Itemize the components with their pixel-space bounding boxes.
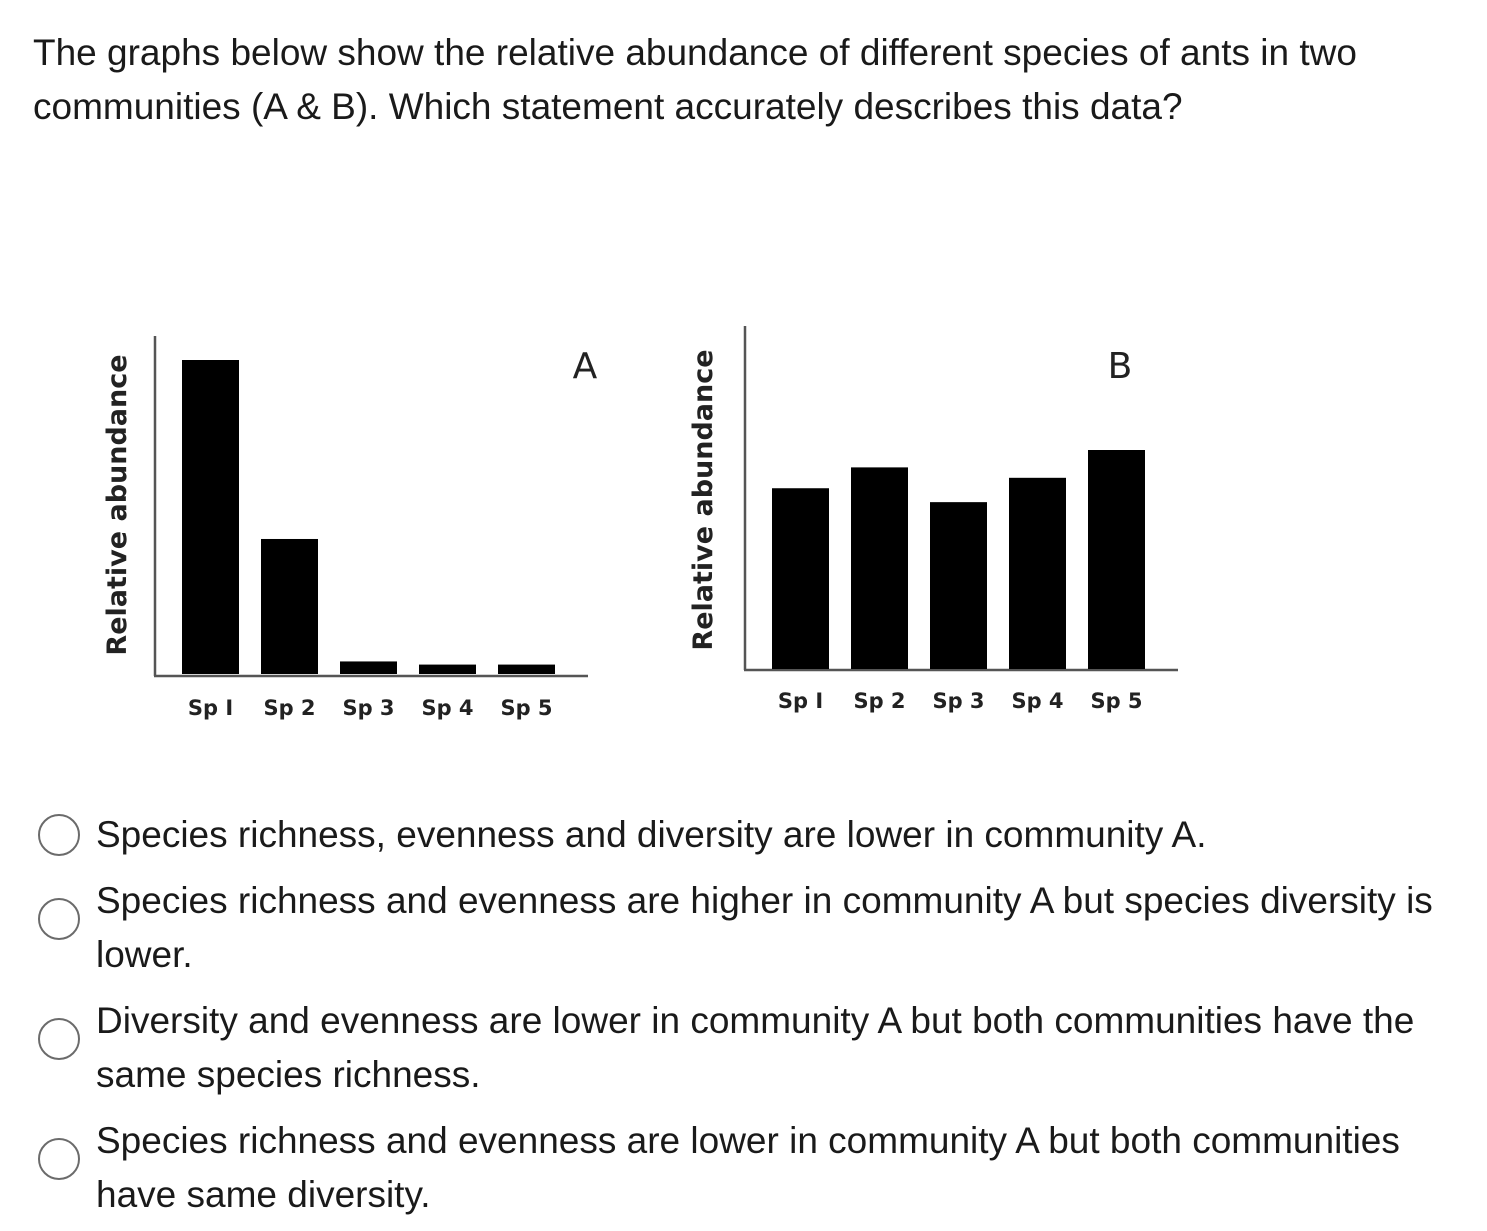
question-text: The graphs below show the relative abund… xyxy=(33,32,1357,127)
radio-option-1[interactable] xyxy=(38,814,80,856)
chart-a-tick-label-2: Sp 2 xyxy=(263,696,315,720)
answer-option-3[interactable]: Diversity and evenness are lower in comm… xyxy=(38,994,1478,1102)
option-3-text: Diversity and evenness are lower in comm… xyxy=(96,1000,1415,1095)
chart-b-bar-5 xyxy=(1088,450,1145,669)
chart-a-ylabel: Relative abundance xyxy=(102,354,133,655)
chart-a-bar-1 xyxy=(182,360,239,674)
chart-a-tick-label-4: Sp 4 xyxy=(421,696,473,720)
chart-b-tick-label-5: Sp 5 xyxy=(1090,689,1142,713)
chart-b-bar-2 xyxy=(851,467,908,669)
option-4-text: Species richness and evenness are lower … xyxy=(96,1120,1400,1215)
chart-b-bar-1 xyxy=(772,488,829,669)
radio-option-4[interactable] xyxy=(38,1138,80,1180)
chart-community-b: Relative abundance B Sp I Sp 2 Sp 3 Sp 4 Sp … xyxy=(688,326,1178,713)
answer-options: Species richness, evenness and diversity… xyxy=(38,808,1478,1222)
chart-a-bar-3 xyxy=(340,661,397,674)
option-2-text: Species richness and evenness are higher… xyxy=(96,880,1433,975)
chart-a-tick-label-1: Sp I xyxy=(188,696,233,720)
chart-a-tick-label-5: Sp 5 xyxy=(500,696,552,720)
answer-option-1[interactable]: Species richness, evenness and diversity… xyxy=(38,808,1478,862)
chart-b-ylabel: Relative abundance xyxy=(688,349,719,650)
chart-a-bar-5 xyxy=(498,664,555,674)
option-1-text: Species richness, evenness and diversity… xyxy=(96,814,1207,855)
answer-option-4[interactable]: Species richness and evenness are lower … xyxy=(38,1114,1478,1222)
chart-b-tick-label-1: Sp I xyxy=(778,689,823,713)
chart-b-title: B xyxy=(1108,346,1133,387)
chart-b-tick-label-4: Sp 4 xyxy=(1011,689,1063,713)
chart-a-title: A xyxy=(573,346,598,387)
chart-b-tick-label-3: Sp 3 xyxy=(932,689,984,713)
chart-b-tick-label-2: Sp 2 xyxy=(853,689,905,713)
chart-community-a: Relative abundance A Sp I Sp 2 Sp 3 Sp 4 Sp … xyxy=(102,336,598,720)
radio-option-2[interactable] xyxy=(38,898,80,940)
chart-a-bar-2 xyxy=(261,538,318,674)
chart-a-tick-label-3: Sp 3 xyxy=(342,696,394,720)
chart-b-bar-4 xyxy=(1009,477,1066,669)
chart-a-bar-4 xyxy=(419,664,476,674)
chart-b-bar-3 xyxy=(930,502,987,669)
answer-option-2[interactable]: Species richness and evenness are higher… xyxy=(38,874,1478,982)
radio-option-3[interactable] xyxy=(38,1018,80,1060)
